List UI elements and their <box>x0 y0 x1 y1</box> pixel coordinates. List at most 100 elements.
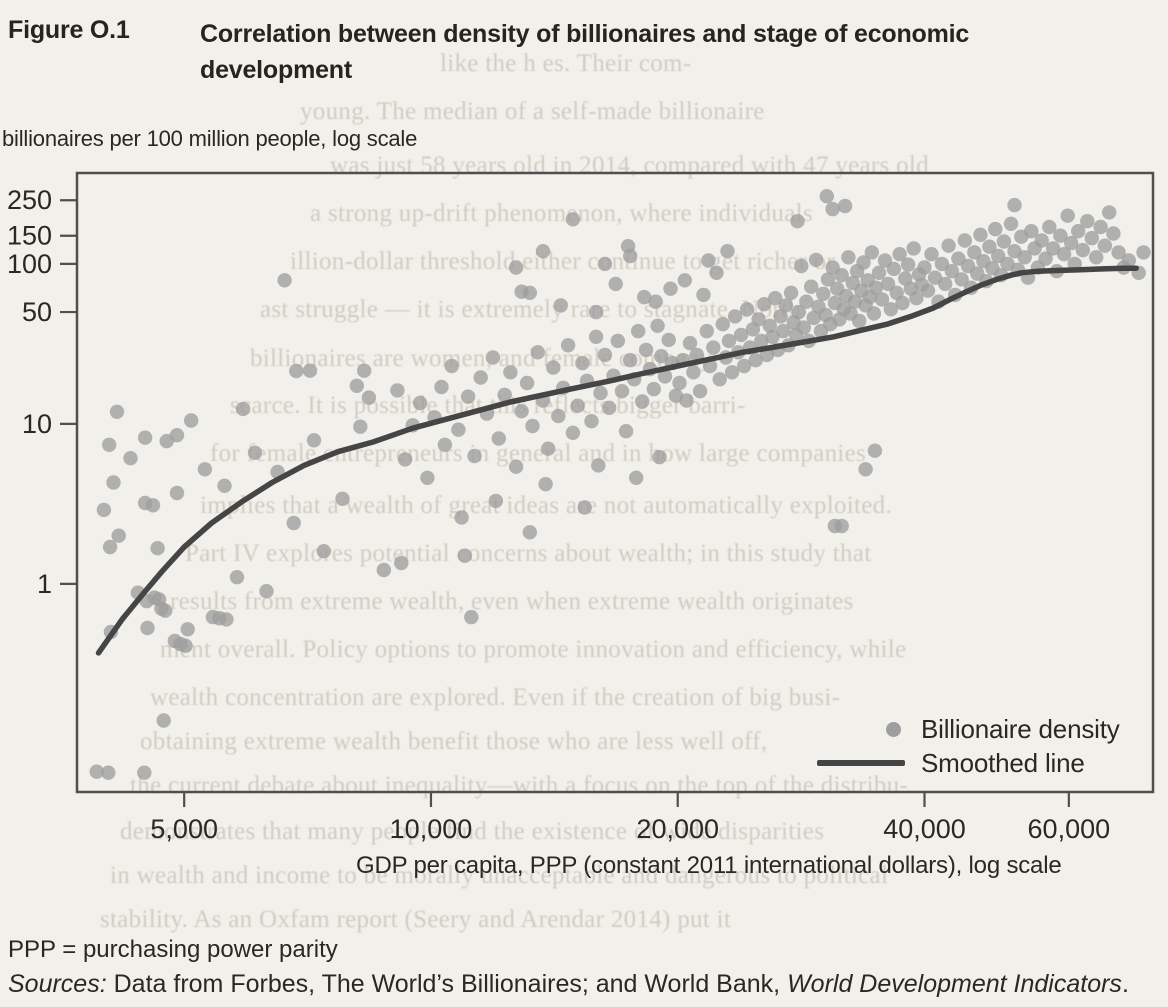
scatter-point <box>957 233 972 248</box>
scatter-point <box>796 320 811 335</box>
scatter-point <box>762 318 777 333</box>
scatter-point <box>618 424 634 439</box>
scatter-point <box>623 248 638 264</box>
scatter-point <box>867 443 883 458</box>
x-tick-label: 20,000 <box>636 814 719 844</box>
scatter-point <box>1136 245 1151 260</box>
scatter-point <box>791 304 806 320</box>
scatter-point <box>712 372 727 387</box>
x-axis-label: GDP per capita, PPP (constant 2011 inter… <box>356 852 1062 879</box>
scatter-point <box>451 422 466 437</box>
scatter-point <box>591 458 606 473</box>
scatter-point <box>900 257 916 272</box>
scatter-point <box>575 355 590 371</box>
scatter-point <box>909 291 924 306</box>
scatter-point <box>546 360 561 375</box>
scatter-point <box>720 244 735 259</box>
scatter-point <box>460 389 476 404</box>
scatter-point <box>837 198 853 214</box>
scatter-point <box>686 365 701 380</box>
footnote-ppp: PPP = purchasing power parity <box>8 936 338 963</box>
scatter-point <box>757 297 772 312</box>
scatter-point <box>522 525 537 540</box>
figure-title: Correlation between density of billionai… <box>200 20 970 84</box>
scatter-point <box>768 291 783 306</box>
plot-frame <box>75 171 1155 794</box>
scatter-point <box>109 404 125 419</box>
scatter-point <box>709 265 724 280</box>
scatter-point <box>178 638 193 653</box>
scatter-point <box>169 485 185 501</box>
scatter-point <box>748 353 763 368</box>
scatter-point <box>101 765 116 780</box>
scatter-point <box>522 285 537 300</box>
scatter-point <box>588 329 604 344</box>
scatter-point <box>361 390 377 405</box>
scatter-point <box>816 286 831 301</box>
scatter-point <box>982 239 997 254</box>
scatter-point <box>924 247 939 262</box>
scatter-point <box>1106 226 1121 241</box>
scatter-point <box>158 603 173 618</box>
scatter-point <box>1024 224 1039 239</box>
scatter-point <box>467 448 482 464</box>
scatter-point <box>96 502 112 518</box>
scatter-point <box>235 401 251 417</box>
footnote-sources-segment: Data from Forbes, The World’s Billionair… <box>106 970 788 998</box>
scatter-point <box>565 425 581 440</box>
scatter-point <box>973 227 988 242</box>
scatter-point <box>457 548 473 563</box>
scatter-point <box>1003 216 1019 231</box>
scatter-point <box>1056 247 1072 262</box>
legend-item-label: Billionaire density <box>921 713 1120 744</box>
scatter-point <box>773 309 788 324</box>
scatter-point <box>1121 253 1137 268</box>
scatter-point <box>1080 214 1095 229</box>
scatter-point <box>1075 242 1091 258</box>
scatter-point <box>1089 250 1104 265</box>
scatter-point <box>819 189 834 204</box>
scatter-point <box>967 245 982 260</box>
scatter-point <box>699 323 714 339</box>
legend-item-smoothed-line: Smoothed line <box>810 746 1120 780</box>
scatter-point <box>434 379 449 395</box>
scatter-point <box>895 295 910 311</box>
scatter-point <box>597 256 613 272</box>
scatter-point <box>485 350 501 365</box>
scatter-point <box>938 276 953 292</box>
scatter-point <box>944 264 960 279</box>
scatter-point <box>1084 230 1100 246</box>
scatter-point <box>525 418 540 434</box>
smoothed-line <box>95 265 1139 656</box>
scatter-point <box>701 253 716 268</box>
scatter-point <box>111 528 126 543</box>
scatter-point <box>551 408 566 424</box>
scatter-point <box>137 430 153 445</box>
y-axis-unit-label: billionaires per 100 million people, log… <box>2 126 418 151</box>
scatter-point <box>137 765 152 780</box>
scatter-point <box>682 335 698 351</box>
scatter-point <box>776 323 791 339</box>
scatter-point <box>473 370 488 385</box>
x-tick-label: 60,000 <box>1028 814 1111 844</box>
scatter-point <box>553 298 568 313</box>
scatter-point <box>663 281 678 296</box>
scatter-point <box>123 451 138 466</box>
scatter-point <box>1038 251 1053 266</box>
scatter-point <box>106 475 121 490</box>
scatter-point <box>289 363 304 379</box>
scatter-point <box>778 298 794 313</box>
scatter-point <box>565 212 581 227</box>
scatter-point <box>353 419 368 434</box>
scatter-point <box>799 294 814 309</box>
legend-item-billionaire-density: Billionaire density <box>810 712 1120 746</box>
scatter-point <box>306 433 322 448</box>
scatter-point <box>629 470 644 485</box>
scatter-point <box>335 491 350 506</box>
legend-line-marker <box>810 760 905 766</box>
scatter-point <box>733 327 749 343</box>
scatter-point <box>1097 238 1113 253</box>
scatter-point <box>197 462 213 477</box>
scatter-point <box>259 584 274 599</box>
